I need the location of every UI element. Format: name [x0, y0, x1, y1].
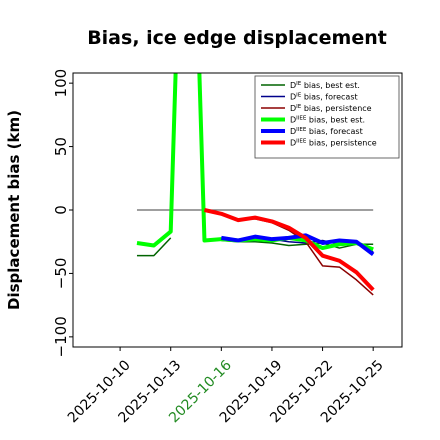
y-tick-label: −100: [52, 316, 70, 357]
legend-label: DIIEE bias, forecast: [290, 127, 363, 136]
legend-label: DIIEE bias, best est.: [290, 116, 365, 125]
series-line: [136, 73, 374, 252]
series-line: [204, 209, 374, 296]
legend-label: DIIEE bias, persistence: [290, 139, 377, 148]
legend-label: DIE bias, forecast: [290, 93, 358, 102]
y-tick-label: 100: [52, 69, 70, 98]
series-line: [136, 237, 172, 257]
y-tick-label: 50: [52, 137, 70, 156]
plot-frame: [72, 72, 403, 348]
chart-title: Bias, ice edge displacement: [87, 27, 387, 49]
series-line: [221, 233, 375, 256]
series-line: [204, 208, 375, 292]
y-tick-label: −50: [52, 258, 70, 290]
y-axis-label: Displacement bias (km): [5, 110, 23, 310]
y-tick-label: 0: [52, 205, 70, 215]
legend-label: DIE bias, persistence: [290, 104, 372, 113]
plot-lines: [136, 73, 375, 296]
legend-label: DIE bias, best est.: [290, 81, 360, 90]
